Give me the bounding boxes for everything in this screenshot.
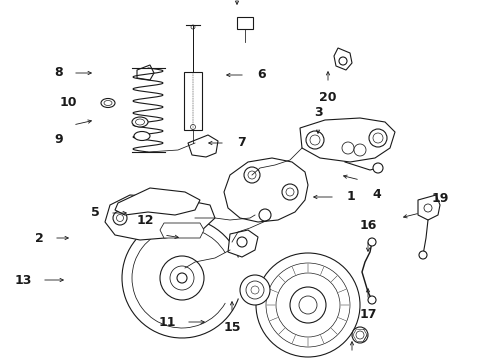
Polygon shape [188, 135, 218, 157]
Circle shape [276, 273, 340, 337]
Circle shape [266, 263, 350, 347]
Text: 17: 17 [359, 308, 377, 321]
Circle shape [369, 129, 387, 147]
Ellipse shape [104, 100, 112, 105]
Circle shape [259, 209, 271, 221]
Circle shape [117, 215, 123, 221]
Circle shape [177, 273, 187, 283]
Polygon shape [105, 195, 215, 240]
Circle shape [256, 253, 360, 357]
Circle shape [240, 275, 270, 305]
Circle shape [170, 266, 194, 290]
Circle shape [237, 237, 247, 247]
Ellipse shape [132, 117, 148, 127]
Text: 7: 7 [237, 136, 246, 149]
Polygon shape [160, 223, 204, 238]
Text: 2: 2 [35, 231, 44, 244]
Text: 19: 19 [432, 192, 449, 205]
Circle shape [352, 327, 368, 343]
Text: 12: 12 [137, 214, 154, 227]
Circle shape [282, 184, 298, 200]
Circle shape [246, 281, 264, 299]
Text: 6: 6 [257, 68, 266, 81]
Circle shape [244, 167, 260, 183]
Circle shape [191, 125, 196, 130]
Circle shape [191, 25, 195, 29]
Polygon shape [115, 188, 200, 215]
Text: 10: 10 [59, 96, 77, 109]
Circle shape [373, 133, 383, 143]
Polygon shape [228, 230, 258, 257]
Circle shape [373, 163, 383, 173]
Text: 11: 11 [158, 315, 176, 328]
Circle shape [424, 204, 432, 212]
Circle shape [419, 251, 427, 259]
Circle shape [248, 171, 256, 179]
Circle shape [286, 188, 294, 196]
Ellipse shape [136, 119, 145, 125]
Text: 8: 8 [54, 67, 63, 80]
Circle shape [290, 287, 326, 323]
Circle shape [368, 296, 376, 304]
Circle shape [342, 142, 354, 154]
Text: 1: 1 [347, 190, 356, 203]
Text: 16: 16 [359, 219, 377, 232]
Circle shape [306, 131, 324, 149]
Circle shape [160, 256, 204, 300]
Circle shape [113, 211, 127, 225]
Text: 13: 13 [15, 274, 32, 287]
Polygon shape [334, 48, 352, 70]
Polygon shape [224, 158, 308, 222]
Circle shape [368, 238, 376, 246]
FancyBboxPatch shape [237, 17, 253, 29]
Circle shape [356, 331, 364, 339]
Polygon shape [137, 65, 154, 80]
Polygon shape [418, 195, 440, 220]
Text: 9: 9 [54, 133, 63, 146]
Text: 15: 15 [223, 321, 241, 334]
Ellipse shape [101, 99, 115, 108]
Text: 5: 5 [91, 207, 100, 220]
Text: 20: 20 [319, 91, 337, 104]
Circle shape [251, 286, 259, 294]
Ellipse shape [134, 131, 150, 140]
Text: 3: 3 [314, 106, 322, 119]
Circle shape [339, 57, 347, 65]
Circle shape [310, 135, 320, 145]
Polygon shape [300, 118, 395, 162]
Circle shape [354, 144, 366, 156]
FancyBboxPatch shape [184, 72, 202, 130]
Circle shape [299, 296, 317, 314]
Text: 4: 4 [372, 188, 381, 201]
